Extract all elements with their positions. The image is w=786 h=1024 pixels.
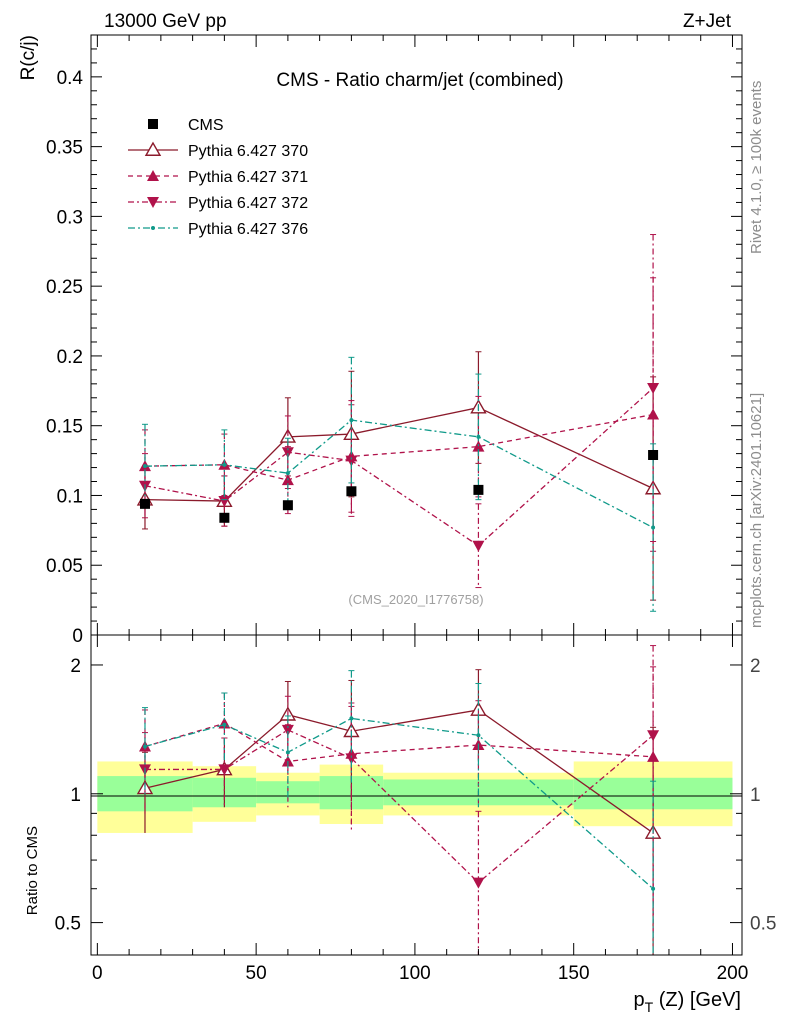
x-axis-label: pT (Z) [GeV] [634,989,741,1015]
ratio-tick-label: 1 [70,785,81,806]
legend-marker [151,226,155,230]
x-tick-label: 50 [246,963,267,984]
legend-marker [144,141,162,156]
legend-marker [148,119,158,129]
legend-entry: Pythia 6.427 376 [128,221,308,238]
y-axis-label: R(c/j) [18,35,39,80]
y-tick-label: 0.2 [57,347,83,368]
ratio-line [144,717,654,890]
ratio-point [218,764,231,776]
data-point [472,540,485,552]
ratio-tick-label-right: 0.5 [750,914,776,935]
ratio-point [285,750,290,755]
main-panel: 0 0.05 0.1 0.15 0.2 0.25 0.3 0.35 0.4 CMS - Rati… [18,34,743,647]
y-tick-label: 0.35 [46,138,83,159]
ratio-point [647,730,660,742]
analysis-label: (CMS_2020_I1776758) [348,592,483,607]
ratio-point [349,716,354,721]
ratio-point [222,722,227,727]
data-point [345,455,358,467]
x-tick-label: 200 [717,963,749,984]
y-tick-label: 0.1 [57,486,83,507]
cms-data-point [219,512,230,523]
legend-marker [147,170,159,181]
data-point [142,464,147,469]
ratio-y-axis-label: Ratio to CMS [24,826,41,915]
process-label: Z+Jet [683,11,732,32]
legend-label: Pythia 6.427 370 [188,143,308,160]
ratio-line [144,729,654,884]
cms-data-point [346,486,357,497]
data-point [476,434,481,439]
y-tick-label: 0.15 [46,417,83,438]
chart-title: CMS - Ratio charm/jet (combined) [276,70,563,91]
x-tick-label: 0 [92,963,103,984]
legend-label: CMS [188,117,224,134]
series-line [144,406,654,502]
y-tick-label: 0.05 [46,556,83,577]
legend-label: Pythia 6.427 371 [188,169,308,186]
ratio-point [476,733,481,738]
data-point [472,440,485,452]
mcplots-label: mcplots.cern.ch [arXiv:2401.10621] [748,393,765,628]
ratio-point [142,744,147,749]
ratio-series-pythia-6.427-372 [138,645,660,955]
ratio-tick-label-right: 2 [750,656,761,677]
legend: CMS Pythia 6.427 370 Pythia 6.427 371 Pythi… [128,117,308,238]
x-tick-label: 100 [399,963,431,984]
energy-label: 13000 GeV pp [104,11,227,32]
legend-entry: Pythia 6.427 372 [128,195,308,212]
data-point [647,383,660,395]
series-line [144,419,654,529]
legend-label: Pythia 6.427 372 [188,195,308,212]
ratio-point [281,755,294,767]
x-tick-label: 150 [558,963,590,984]
y-tick-label: 0 [72,626,83,647]
ratio-frame [90,634,743,956]
series-pythia-6.427-371 [138,277,660,552]
ratio-point [651,886,656,891]
ratio-point [345,753,358,765]
data-point [647,408,660,420]
data-point [218,496,231,508]
ratio-tick-label: 2 [70,656,81,677]
ratio-panel: 0.5 0.5 1 1 2 2 0 50 100 150 200 Ratio to CMS pT (… [24,634,776,1015]
ratio-tick-label: 0.5 [55,914,81,935]
series-pythia-6.427-370 [136,351,662,601]
ratio-line [144,722,654,763]
ratio-point [281,724,294,736]
legend-entry: Pythia 6.427 371 [128,169,308,186]
ratio-point [647,750,660,762]
cms-data-point [473,484,484,495]
cms-data-point [139,498,150,509]
y-tick-label: 0.4 [57,68,84,89]
cms-data-point [648,450,659,460]
data-point [285,471,290,476]
cms-data-point [282,500,293,511]
ratio-line [144,709,654,834]
legend-entry: Pythia 6.427 370 [128,141,308,160]
data-point [651,525,656,530]
legend-entry: CMS [148,117,224,134]
data-point [349,418,354,423]
legend-marker [147,197,159,208]
series-pythia-6.427-376 [141,356,657,612]
series-pythia-6.427-372 [138,234,660,589]
data-point [222,462,227,467]
ratio-series-pythia-6.427-376 [141,670,657,955]
legend-label: Pythia 6.427 376 [188,221,308,238]
y-tick-label: 0.3 [57,207,83,228]
ratio-point [472,877,485,889]
ratio-tick-label-right: 1 [750,785,761,806]
data-point [281,447,294,459]
y-tick-label: 0.25 [46,277,83,298]
rivet-label: Rivet 4.1.0, ≥ 100k events [748,81,765,254]
